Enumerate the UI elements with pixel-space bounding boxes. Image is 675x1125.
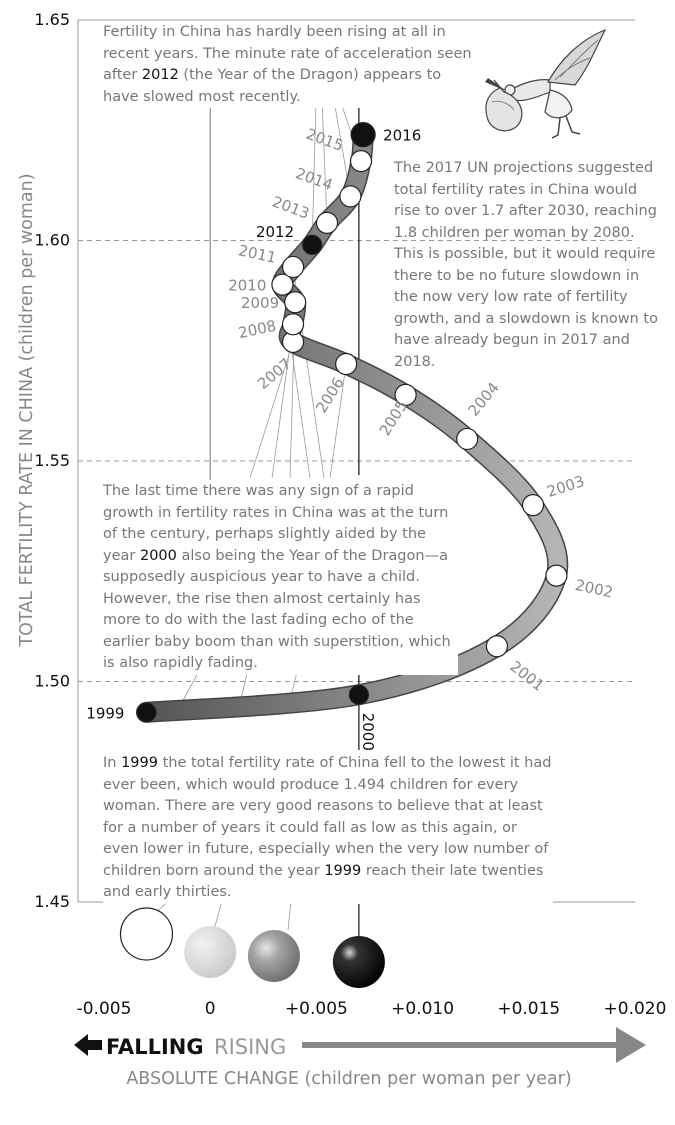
note-recent-years: Fertility in China has hardly been risin… <box>103 22 478 108</box>
year-label-2005: 2005 <box>376 397 412 439</box>
x-tick-label: +0.005 <box>285 999 348 1019</box>
x-tick-label: -0.005 <box>77 999 132 1019</box>
year-label-2001: 2001 <box>506 657 547 695</box>
leader-2006 <box>329 363 347 479</box>
leader-2007 <box>249 341 294 479</box>
x-axis-title: ABSOLUTE CHANGE (children per woman per … <box>126 1069 571 1089</box>
point-2005 <box>394 383 417 406</box>
point-2006 <box>335 352 358 376</box>
year-label-2011: 2011 <box>237 241 278 267</box>
year-label-2006: 2006 <box>312 374 348 416</box>
x-tick-label: 0 <box>205 999 216 1019</box>
data-points <box>136 122 568 723</box>
note-1999-low: In 1999 the total fertility rate of Chin… <box>103 753 553 904</box>
year-label-1999: 1999 <box>86 704 124 722</box>
legend-markers <box>119 902 385 988</box>
y-tick-label: 1.45 <box>34 892 70 911</box>
y-axis-title: TOTAL FERTILITY RATE IN CHINA (children … <box>17 173 37 647</box>
x-axis-caption: FALLING RISING ABSOLUTE CHANGE (children… <box>74 1027 646 1089</box>
point-2010 <box>271 273 294 296</box>
year-label-2007: 2007 <box>254 355 295 393</box>
leader-2012 <box>311 101 317 245</box>
year-label-2013: 2013 <box>270 193 312 223</box>
rising-label: RISING <box>214 1035 286 1059</box>
axes: 1.45 1.50 1.55 1.60 1.65 -0.005 0 +0.005 +0.010 +… <box>34 10 666 1019</box>
falling-label: FALLING <box>106 1035 204 1059</box>
point-2014 <box>339 185 362 208</box>
y-tick-label: 1.60 <box>34 231 70 250</box>
year-label-2014: 2014 <box>293 164 335 194</box>
point-2003 <box>521 494 545 517</box>
point-2001 <box>485 635 509 658</box>
point-2009 <box>284 291 307 314</box>
year-label-2009: 2009 <box>241 294 279 312</box>
falling-arrow-icon <box>74 1034 102 1056</box>
point-1999 <box>136 702 157 723</box>
stork-icon <box>485 28 607 139</box>
legend-marker-3 <box>332 936 385 988</box>
y-tick-label: 1.65 <box>34 10 70 29</box>
year-label-2004: 2004 <box>464 379 502 420</box>
point-2012 <box>302 234 323 256</box>
year-label-2012: 2012 <box>256 223 294 241</box>
year-label-2016: 2016 <box>383 127 421 145</box>
y-tick-label: 1.50 <box>34 672 70 691</box>
point-2016 <box>350 122 376 148</box>
y-tick-label: 1.55 <box>34 451 70 470</box>
year-label-2003: 2003 <box>545 472 587 501</box>
point-2000 <box>348 684 369 705</box>
point-2004 <box>456 427 479 451</box>
x-tick-label: +0.010 <box>391 999 454 1019</box>
x-tick-label: +0.015 <box>497 999 560 1019</box>
year-label-2002: 2002 <box>574 576 615 602</box>
x-tick-label: +0.020 <box>604 999 667 1019</box>
year-label-2008: 2008 <box>237 317 278 343</box>
legend-marker-1 <box>184 926 237 978</box>
legend-marker-2 <box>247 930 300 982</box>
year-label-2010: 2010 <box>228 277 266 295</box>
point-2015 <box>349 150 373 173</box>
leader-2013 <box>321 99 328 223</box>
year-label-2015: 2015 <box>304 125 346 155</box>
note-un-projections: The 2017 UN projections suggested total … <box>394 160 658 370</box>
point-2002 <box>545 564 568 587</box>
point-2008 <box>281 313 305 336</box>
legend-marker-0 <box>119 907 174 961</box>
year-label-2000: 2000 <box>359 713 377 751</box>
point-2013 <box>315 211 339 234</box>
point-2011 <box>281 255 305 279</box>
note-turn-of-century: The last time there was any sign of a ra… <box>103 481 458 675</box>
